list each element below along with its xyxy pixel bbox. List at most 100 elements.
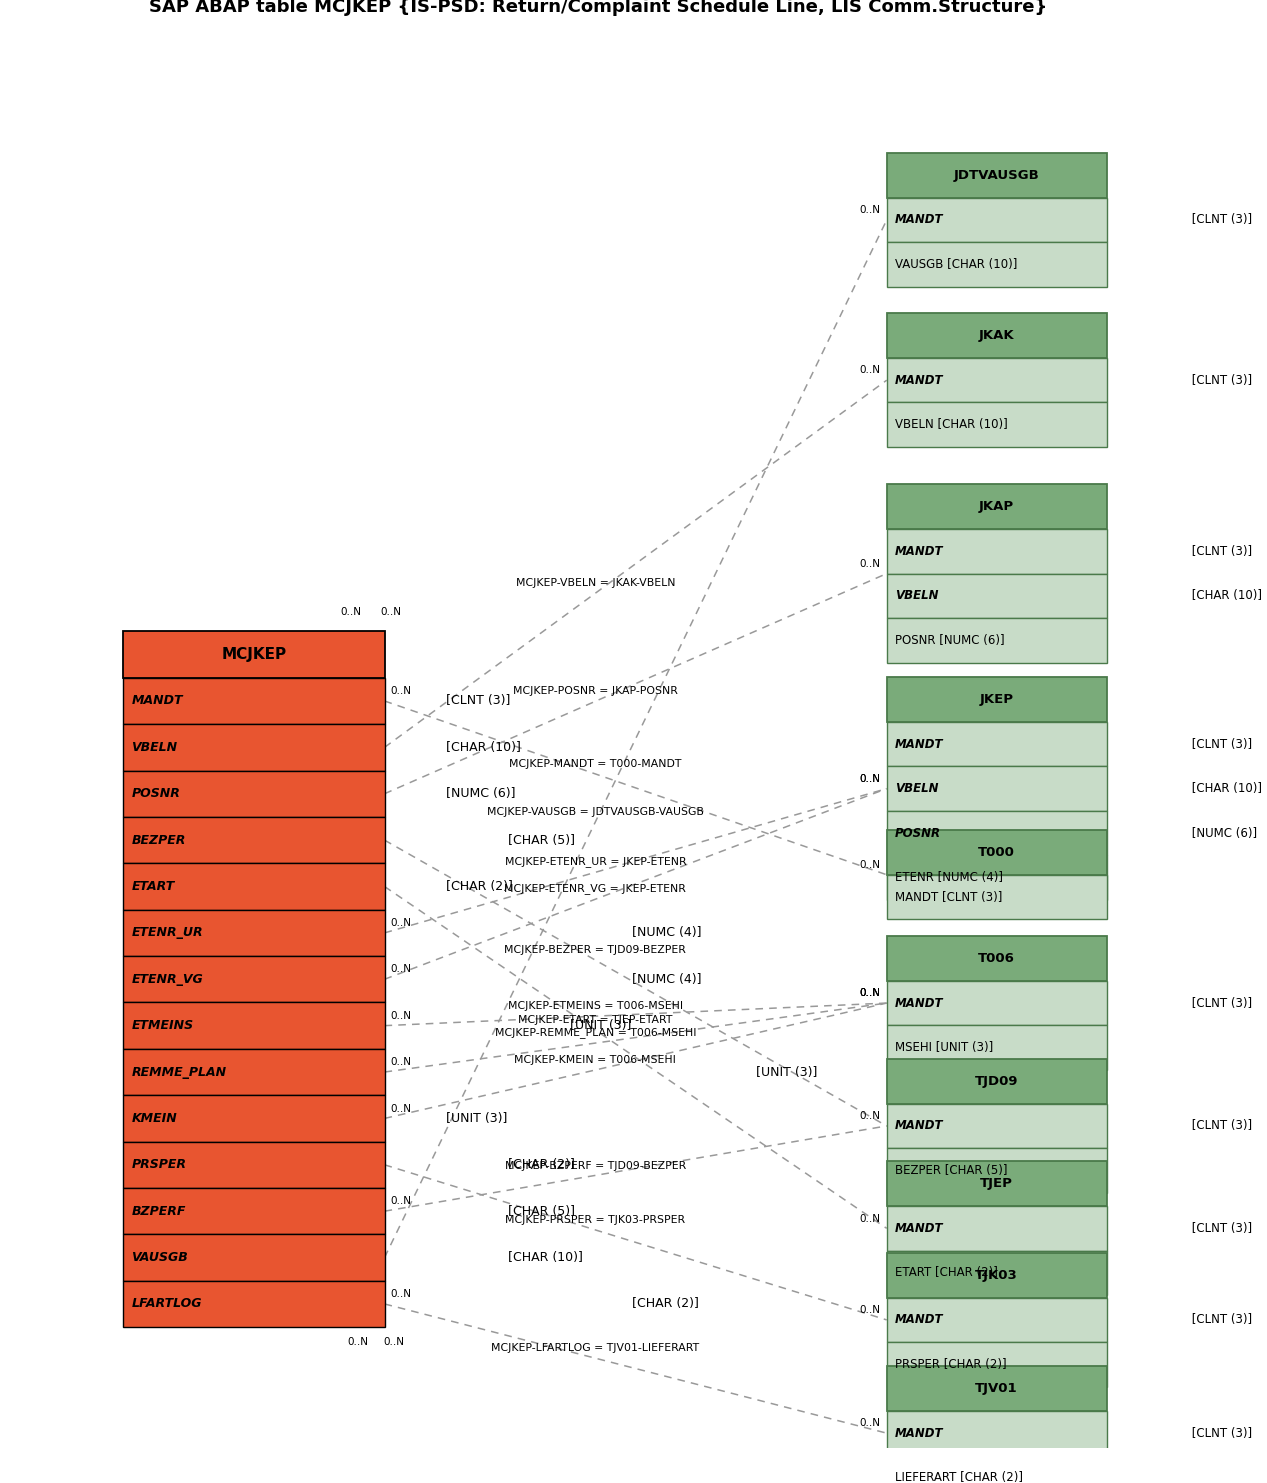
Text: [CLNT (3)]: [CLNT (3)] — [1188, 544, 1252, 558]
Text: MSEHI [UNIT (3)]: MSEHI [UNIT (3)] — [895, 1041, 993, 1054]
Text: T000: T000 — [978, 845, 1015, 859]
Text: [CLNT (3)]: [CLNT (3)] — [1188, 1427, 1252, 1440]
Text: MCJKEP-LFARTLOG = TJV01-LIEFERART: MCJKEP-LFARTLOG = TJV01-LIEFERART — [492, 1344, 699, 1354]
Text: [CLNT (3)]: [CLNT (3)] — [1188, 1222, 1252, 1235]
Text: MCJKEP-MANDT = T000-MANDT: MCJKEP-MANDT = T000-MANDT — [509, 759, 682, 770]
FancyBboxPatch shape — [887, 1206, 1106, 1250]
FancyBboxPatch shape — [887, 936, 1106, 980]
FancyBboxPatch shape — [887, 811, 1106, 856]
Text: [UNIT (3)]: [UNIT (3)] — [442, 1112, 507, 1126]
Text: MANDT [CLNT (3)]: MANDT [CLNT (3)] — [895, 891, 1002, 903]
Text: 0..N: 0..N — [390, 964, 412, 974]
Text: 0..N: 0..N — [341, 607, 362, 617]
FancyBboxPatch shape — [123, 1234, 384, 1281]
Text: [CLNT (3)]: [CLNT (3)] — [1188, 1314, 1252, 1326]
Text: ETART [CHAR (2)]: ETART [CHAR (2)] — [895, 1266, 998, 1280]
Text: MCJKEP-BZPERF = TJD09-BEZPER: MCJKEP-BZPERF = TJD09-BEZPER — [504, 1161, 685, 1170]
FancyBboxPatch shape — [123, 1142, 384, 1188]
FancyBboxPatch shape — [887, 678, 1106, 722]
FancyBboxPatch shape — [887, 1253, 1106, 1298]
Text: MANDT: MANDT — [895, 1427, 944, 1440]
Text: JDTVAUSGB: JDTVAUSGB — [954, 169, 1039, 182]
Text: [UNIT (3)]: [UNIT (3)] — [565, 1019, 631, 1032]
Text: MCJKEP-BEZPER = TJD09-BEZPER: MCJKEP-BEZPER = TJD09-BEZPER — [504, 945, 687, 955]
Text: [NUMC (6)]: [NUMC (6)] — [1188, 826, 1257, 839]
FancyBboxPatch shape — [123, 1281, 384, 1327]
Text: KMEIN: KMEIN — [132, 1112, 177, 1126]
Text: ETENR_VG: ETENR_VG — [132, 973, 203, 986]
Text: MANDT: MANDT — [895, 374, 944, 387]
Text: MCJKEP-VAUSGB = JDTVAUSGB-VAUSGB: MCJKEP-VAUSGB = JDTVAUSGB-VAUSGB — [487, 807, 704, 817]
FancyBboxPatch shape — [887, 767, 1106, 811]
FancyBboxPatch shape — [887, 529, 1106, 574]
Text: 0..N: 0..N — [860, 988, 881, 998]
FancyBboxPatch shape — [887, 618, 1106, 663]
Text: ETART: ETART — [132, 879, 175, 893]
FancyBboxPatch shape — [123, 817, 384, 863]
FancyBboxPatch shape — [887, 1298, 1106, 1342]
Text: VBELN: VBELN — [895, 589, 939, 602]
Text: 0..N: 0..N — [860, 559, 881, 569]
FancyBboxPatch shape — [123, 909, 384, 957]
FancyBboxPatch shape — [887, 1161, 1106, 1206]
Text: VAUSGB [CHAR (10)]: VAUSGB [CHAR (10)] — [895, 258, 1017, 271]
Text: [NUMC (6)]: [NUMC (6)] — [442, 787, 516, 801]
Text: 0..N: 0..N — [860, 1111, 881, 1121]
Text: TJK03: TJK03 — [976, 1269, 1017, 1281]
Text: 0..N: 0..N — [390, 1197, 412, 1206]
FancyBboxPatch shape — [887, 313, 1106, 357]
Text: PRSPER: PRSPER — [132, 1158, 186, 1172]
Text: MCJKEP-VBELN = JKAK-VBELN: MCJKEP-VBELN = JKAK-VBELN — [516, 578, 675, 589]
Text: 0..N: 0..N — [860, 860, 881, 871]
Text: MCJKEP-ETENR_UR = JKEP-ETENR: MCJKEP-ETENR_UR = JKEP-ETENR — [504, 857, 687, 868]
FancyBboxPatch shape — [887, 830, 1106, 875]
FancyBboxPatch shape — [123, 678, 384, 724]
Text: MCJKEP-POSNR = JKAP-POSNR: MCJKEP-POSNR = JKAP-POSNR — [513, 687, 678, 697]
Text: MCJKEP-ETMEINS = T006-MSEHI: MCJKEP-ETMEINS = T006-MSEHI — [508, 1001, 683, 1011]
FancyBboxPatch shape — [887, 357, 1106, 402]
Text: SAP ABAP table MCJKEP {IS-PSD: Return/Complaint Schedule Line, LIS Comm.Structur: SAP ABAP table MCJKEP {IS-PSD: Return/Co… — [150, 0, 1048, 16]
Text: 0..N: 0..N — [380, 607, 400, 617]
Text: 0..N: 0..N — [860, 205, 881, 215]
FancyBboxPatch shape — [887, 1410, 1106, 1455]
FancyBboxPatch shape — [123, 632, 384, 678]
Text: 0..N: 0..N — [860, 988, 881, 998]
Text: [CHAR (2)]: [CHAR (2)] — [627, 1298, 698, 1311]
Text: REMME_PLAN: REMME_PLAN — [132, 1065, 227, 1078]
Text: ETENR [NUMC (4)]: ETENR [NUMC (4)] — [895, 872, 1003, 884]
FancyBboxPatch shape — [123, 1096, 384, 1142]
Text: [CLNT (3)]: [CLNT (3)] — [1188, 997, 1252, 1010]
Text: MCJKEP-ETART = TJEP-ETART: MCJKEP-ETART = TJEP-ETART — [518, 1016, 673, 1025]
FancyBboxPatch shape — [887, 1455, 1106, 1483]
FancyBboxPatch shape — [123, 771, 384, 817]
Text: 0..N: 0..N — [390, 1057, 412, 1068]
FancyBboxPatch shape — [887, 197, 1106, 242]
FancyBboxPatch shape — [887, 1148, 1106, 1192]
Text: 0..N: 0..N — [860, 365, 881, 375]
Text: MANDT: MANDT — [895, 544, 944, 558]
Text: MANDT: MANDT — [895, 214, 944, 227]
Text: MANDT: MANDT — [895, 1222, 944, 1235]
Text: POSNR: POSNR — [132, 787, 180, 801]
Text: 0..N: 0..N — [390, 1289, 412, 1299]
FancyBboxPatch shape — [123, 1188, 384, 1234]
FancyBboxPatch shape — [123, 957, 384, 1003]
Text: LIEFERART [CHAR (2)]: LIEFERART [CHAR (2)] — [895, 1471, 1022, 1483]
Text: 0..N: 0..N — [390, 918, 412, 928]
Text: [CHAR (10)]: [CHAR (10)] — [442, 742, 521, 753]
Text: [CLNT (3)]: [CLNT (3)] — [1188, 214, 1252, 227]
Text: JKAK: JKAK — [979, 329, 1015, 343]
Text: LFARTLOG: LFARTLOG — [132, 1298, 201, 1311]
Text: 0..N: 0..N — [860, 1213, 881, 1223]
Text: MCJKEP-REMME_PLAN = T006-MSEHI: MCJKEP-REMME_PLAN = T006-MSEHI — [494, 1028, 696, 1038]
Text: [CLNT (3)]: [CLNT (3)] — [1188, 1120, 1252, 1133]
Text: MCJKEP-ETENR_VG = JKEP-ETENR: MCJKEP-ETENR_VG = JKEP-ETENR — [504, 884, 687, 894]
Text: MANDT: MANDT — [895, 737, 944, 750]
Text: [NUMC (4)]: [NUMC (4)] — [627, 973, 701, 986]
Text: VBELN [CHAR (10)]: VBELN [CHAR (10)] — [895, 418, 1007, 432]
Text: [CLNT (3)]: [CLNT (3)] — [1188, 374, 1252, 387]
Text: JKEP: JKEP — [979, 693, 1014, 706]
Text: VAUSGB: VAUSGB — [132, 1252, 188, 1264]
FancyBboxPatch shape — [887, 1025, 1106, 1069]
Text: [CHAR (5)]: [CHAR (5)] — [503, 833, 575, 847]
